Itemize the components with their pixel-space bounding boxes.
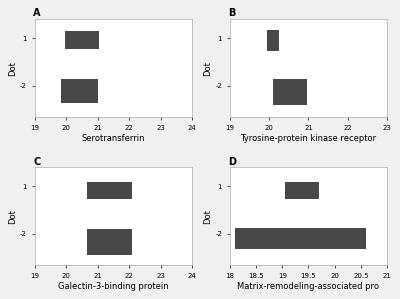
Text: A: A [33,8,40,19]
Bar [64,31,99,48]
Y-axis label: Dot: Dot [8,209,17,224]
Bar [86,229,132,255]
Y-axis label: Dot: Dot [204,209,212,224]
Text: C: C [33,156,40,167]
Text: D: D [228,156,236,167]
X-axis label: Tyrosine-protein kinase receptor: Tyrosine-protein kinase receptor [240,134,376,143]
Bar [267,30,279,51]
X-axis label: Galectin-3-binding protein: Galectin-3-binding protein [58,282,169,291]
Y-axis label: Dot: Dot [8,61,17,76]
Bar [285,182,319,199]
Y-axis label: Dot: Dot [204,61,212,76]
Bar [273,79,306,105]
Text: B: B [228,8,236,19]
Bar [235,228,366,249]
X-axis label: Matrix-remodeling-associated pro: Matrix-remodeling-associated pro [238,282,380,291]
Bar [86,182,132,199]
Bar [61,79,98,103]
X-axis label: Serotransferrin: Serotransferrin [82,134,145,143]
